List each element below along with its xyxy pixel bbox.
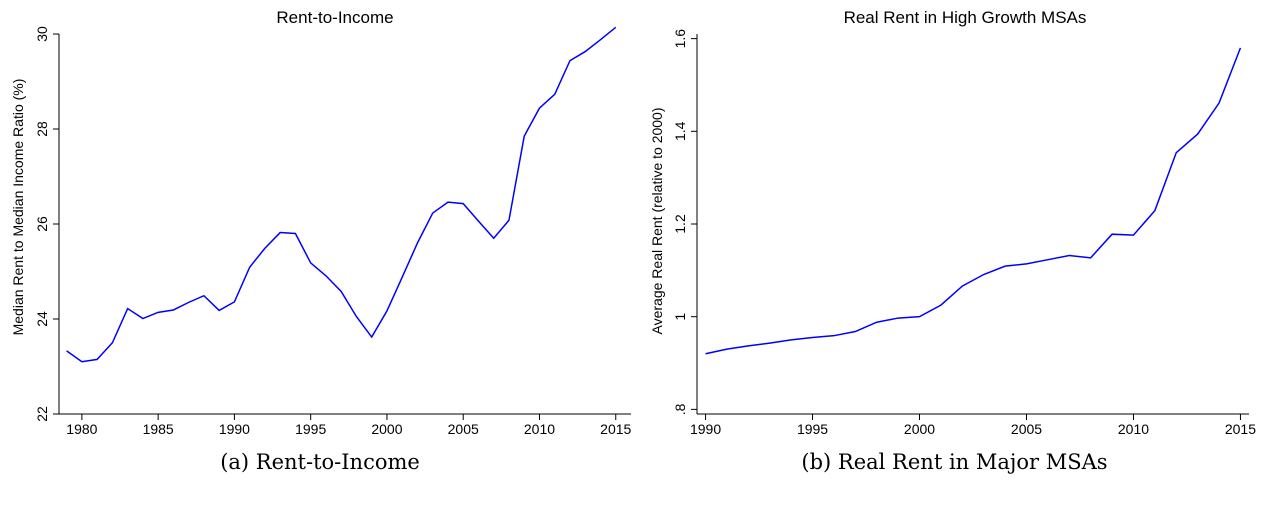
- real-rent-chart: Real Rent in High Growth MSAs Average Re…: [649, 8, 1256, 437]
- y-tick-label: 1.4: [672, 121, 688, 141]
- caption-b: (b) Real Rent in Major MSAs: [801, 450, 1108, 474]
- y-tick-label: 1: [672, 313, 688, 321]
- x-tick-label: 2010: [524, 421, 555, 437]
- y-axis-label: Median Rent to Median Income Ratio (%): [10, 79, 26, 336]
- y-tick-label: .8: [672, 403, 688, 415]
- x-tick-label: 1995: [797, 421, 828, 437]
- y-tick-label: 30: [34, 26, 50, 42]
- x-tick-label: 2005: [448, 421, 479, 437]
- x-tick-label: 2000: [904, 421, 935, 437]
- x-tick-label: 2000: [371, 421, 402, 437]
- x-tick-label: 2015: [600, 421, 631, 437]
- y-axis-label: Average Real Rent (relative to 2000): [649, 108, 665, 335]
- x-tick-label: 1985: [143, 421, 174, 437]
- x-tick-label: 1990: [690, 421, 721, 437]
- x-tick-label: 1990: [219, 421, 250, 437]
- y-tick-label: 28: [34, 121, 50, 137]
- caption-a: (a) Rent-to-Income: [220, 450, 420, 474]
- y-tick-label: 1.6: [672, 29, 688, 49]
- x-tick-label: 1995: [295, 421, 326, 437]
- series-line: [705, 47, 1242, 355]
- plot-frame: [58, 34, 631, 415]
- y-tick-label: 24: [34, 311, 50, 327]
- chart-title: Rent-to-Income: [276, 8, 393, 27]
- x-tick-label: 2010: [1118, 421, 1149, 437]
- x-tick-label: 2015: [1225, 421, 1256, 437]
- y-tick-label: 22: [34, 406, 50, 422]
- x-tick-label: 1980: [66, 421, 97, 437]
- y-tick-label: 26: [34, 216, 50, 232]
- y-tick-label: 1.2: [672, 214, 688, 234]
- series-line: [66, 26, 617, 363]
- chart-title: Real Rent in High Growth MSAs: [844, 8, 1087, 27]
- x-tick-label: 2005: [1011, 421, 1042, 437]
- rent-to-income-chart: Rent-to-Income Median Rent to Median Inc…: [10, 8, 632, 437]
- plot-frame: [696, 34, 1249, 415]
